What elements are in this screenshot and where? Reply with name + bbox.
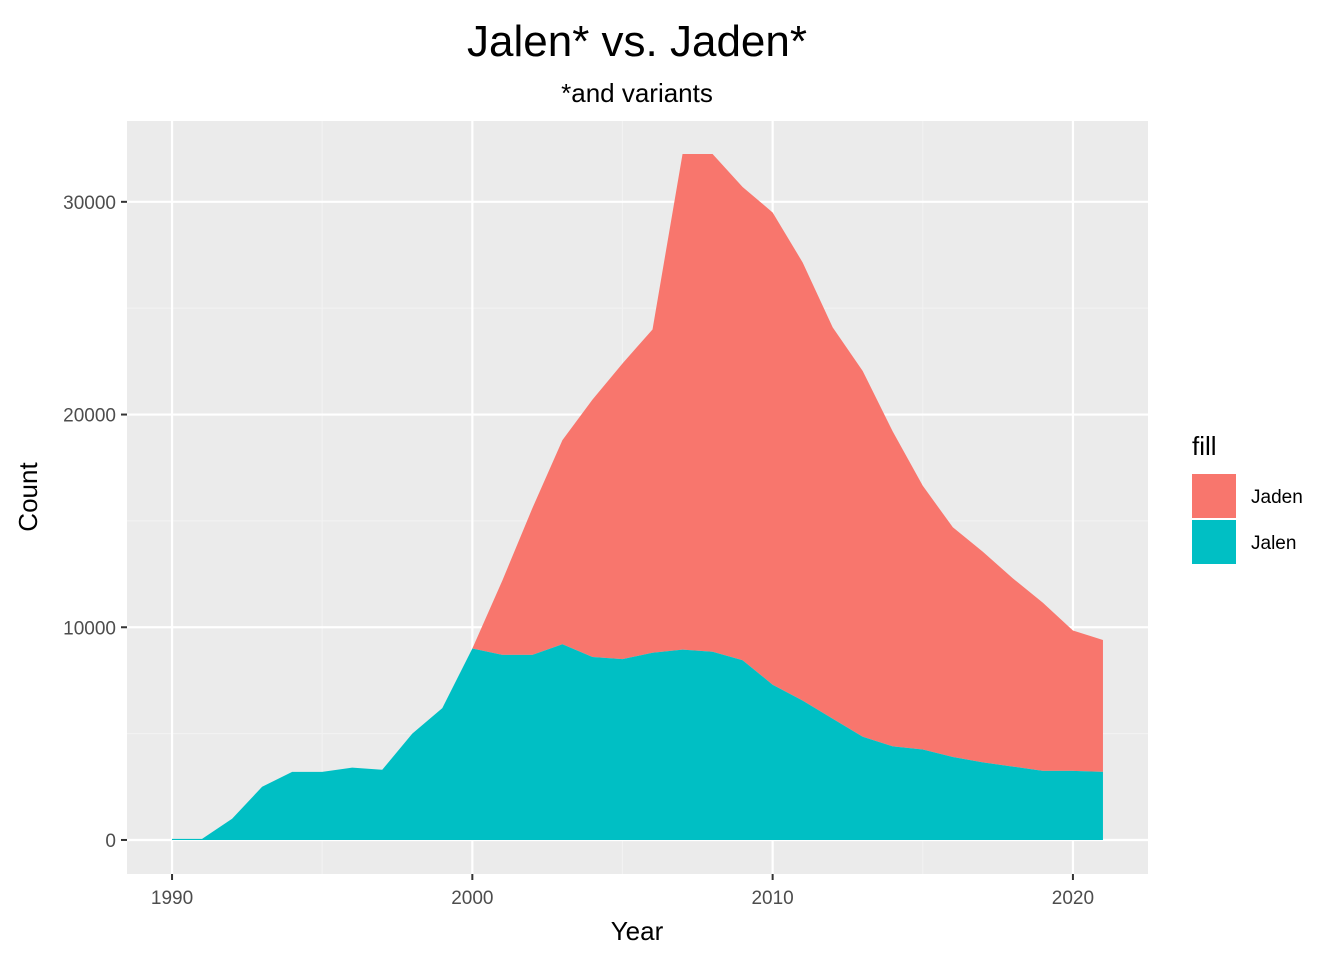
chart-subtitle: *and variants — [561, 78, 713, 108]
y-tick-label: 10000 — [63, 618, 116, 639]
x-axis-title: Year — [611, 916, 664, 946]
x-tick-label: 1990 — [151, 888, 193, 909]
area-series — [172, 153, 1103, 840]
legend-title: fill — [1192, 431, 1217, 461]
y-tick-label: 20000 — [63, 406, 116, 427]
y-axis: 0 10000 20000 30000 — [63, 193, 127, 852]
y-axis-title: Count — [13, 462, 43, 532]
x-axis: 1990 2000 2010 2020 — [151, 874, 1094, 909]
y-tick-label: 0 — [105, 831, 116, 852]
area-jaden — [172, 153, 1103, 839]
legend-key-jalen — [1192, 520, 1236, 564]
legend-key-jaden — [1192, 474, 1236, 518]
x-tick-label: 2000 — [451, 888, 493, 909]
x-tick-label: 2020 — [1052, 888, 1094, 909]
legend-label-jalen: Jalen — [1251, 533, 1296, 554]
legend: fill Jaden Jalen — [1192, 431, 1303, 564]
chart-title: Jalen* vs. Jaden* — [467, 17, 807, 66]
y-tick-label: 30000 — [63, 193, 116, 214]
legend-label-jaden: Jaden — [1251, 487, 1303, 508]
x-tick-label: 2010 — [751, 888, 793, 909]
area-jalen — [172, 644, 1103, 840]
